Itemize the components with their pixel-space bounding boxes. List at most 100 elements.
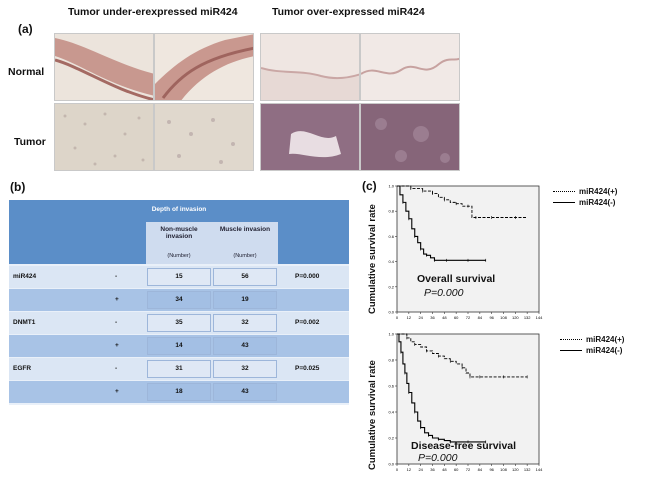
row-pvalue: P=0.025 (295, 365, 320, 372)
x-tick-label: 132 (524, 315, 531, 320)
panel-b-label: (b) (10, 180, 26, 194)
x-tick-label: 144 (536, 315, 543, 320)
row-sign: - (115, 365, 118, 372)
row-sign: - (115, 319, 118, 326)
x-tick-label: 60 (454, 467, 459, 472)
col-header-muscle-title: Muscle invasion (219, 226, 271, 233)
x-tick-label: 48 (442, 315, 447, 320)
x-tick-label: 108 (500, 315, 507, 320)
row-sign: - (115, 273, 118, 280)
chart-2-title: Disease-free survival (411, 440, 517, 452)
micrograph-normal-under-2-texture (155, 34, 253, 100)
micrograph-normal-over-1 (260, 33, 360, 101)
legend-bottom-neg-text: miR424(-) (586, 346, 623, 355)
cell-muscle: 32 (213, 360, 277, 378)
row-sign: + (115, 342, 119, 349)
legend-bottom-pos: miR424(+) (560, 335, 624, 346)
micrograph-normal-over-2 (360, 33, 460, 101)
chart-1-pvalue: P=0.000 (424, 287, 464, 299)
cell-non-muscle: 31 (147, 360, 211, 378)
series-line-mir424-neg (397, 333, 486, 443)
x-tick-label: 12 (407, 315, 412, 320)
micrograph-normal-under-1 (54, 33, 154, 101)
row-pvalue: P=0.002 (295, 319, 320, 326)
overall-survival-chart: 0.0 0.2 0.4 0.6 0.8 1.0 0 12 24 36 48 60 72 84 96 108 12… (388, 184, 543, 321)
legend-top: miR424(+) miR424(-) (553, 187, 617, 209)
row-label-normal: Normal (8, 66, 45, 78)
y-tick-label: 0.8 (388, 209, 394, 214)
x-tick-label: 24 (418, 315, 423, 320)
micrograph-tumor-over-2-texture (361, 104, 459, 170)
chart-1-ylabel: Cumulative survival rate (367, 204, 378, 314)
col-header-muscle: Muscle invasion (Number) (212, 222, 278, 264)
panel-c-label: (c) (362, 179, 377, 193)
cell-non-muscle: 15 (147, 268, 211, 286)
x-tick-label: 132 (524, 467, 531, 472)
row-marker: EGFR (13, 365, 32, 372)
micrograph-tumor-over-2 (360, 103, 460, 171)
legend-top-neg-text: miR424(-) (579, 198, 616, 207)
micrograph-tumor-over-1 (260, 103, 360, 171)
micrograph-normal-over-1-texture (261, 67, 359, 100)
y-tick-label: 0.6 (388, 234, 394, 239)
legend-top-neg-swatch (553, 202, 575, 204)
micrograph-normal-under-2 (154, 33, 254, 101)
y-tick-label: 0.4 (388, 259, 394, 264)
x-tick-label: 36 (430, 467, 435, 472)
micrograph-tumor-under-1-texture (55, 104, 153, 170)
x-tick-label: 120 (512, 315, 519, 320)
y-tick-label: 0.8 (388, 358, 394, 363)
x-tick-label: 0 (396, 467, 399, 472)
y-tick-label: 0.0 (388, 462, 394, 467)
row-marker: DNMT1 (13, 319, 36, 326)
cell-muscle: 19 (213, 291, 277, 309)
series-line-mir424-neg (397, 185, 486, 261)
micrograph-tumor-over-1-texture (261, 104, 359, 170)
cell-muscle: 32 (213, 314, 277, 332)
x-tick-label: 144 (536, 467, 543, 472)
legend-bottom: miR424(+) miR424(-) (560, 335, 624, 357)
cell-non-muscle: 34 (147, 291, 211, 309)
x-tick-label: 108 (500, 467, 507, 472)
micrograph-tumor-under-2-texture (155, 104, 253, 170)
legend-bottom-neg: miR424(-) (560, 346, 624, 357)
row-label-tumor: Tumor (14, 136, 46, 148)
row-sign: + (115, 296, 119, 303)
chart-2-ylabel: Cumulative survival rate (367, 360, 378, 470)
cell-non-muscle: 35 (147, 314, 211, 332)
series-line-mir424-pos (397, 333, 528, 378)
x-tick-label: 36 (430, 315, 435, 320)
x-tick-label: 0 (396, 315, 399, 320)
micrograph-tumor-under-1 (54, 103, 154, 171)
row-sign: + (115, 388, 119, 395)
legend-bottom-pos-text: miR424(+) (586, 335, 625, 344)
cell-muscle: 43 (213, 383, 277, 401)
x-tick-label: 24 (418, 467, 423, 472)
x-tick-label: 12 (407, 467, 412, 472)
legend-top-pos: miR424(+) (553, 187, 617, 198)
micrograph-normal-under-1-texture (55, 38, 153, 100)
y-tick-label: 0.6 (388, 384, 394, 389)
col-header-non-muscle: Non-muscle invasion (Number) (146, 222, 212, 264)
legend-top-pos-text: miR424(+) (579, 187, 618, 196)
x-tick-label: 48 (442, 467, 447, 472)
col-header-non-muscle-title: Non-muscle invasion (160, 226, 198, 240)
cell-muscle: 43 (213, 337, 277, 355)
legend-bottom-neg-swatch (560, 350, 582, 352)
y-tick-label: 0.2 (388, 436, 394, 441)
y-tick-label: 1.0 (388, 332, 394, 337)
chart-1-title: Overall survival (417, 273, 496, 285)
x-tick-label: 84 (478, 315, 483, 320)
x-tick-label: 84 (478, 467, 483, 472)
col-header-non-muscle-sub: (Number) (167, 253, 191, 259)
micrograph-tumor-under-2 (154, 103, 254, 171)
cell-non-muscle: 14 (147, 337, 211, 355)
y-tick-label: 0.2 (388, 284, 394, 289)
invasion-table: Depth of invasion Non-muscle invasion (N… (9, 200, 349, 405)
col-header-muscle-sub: (Number) (233, 253, 257, 259)
panel-a-right-title: Tumor over-expressed miR424 (272, 6, 425, 18)
x-tick-label: 72 (466, 315, 471, 320)
y-tick-label: 0.0 (388, 310, 394, 315)
micrograph-normal-over-2-texture (361, 57, 459, 75)
chart-2-pvalue: P=0.000 (418, 452, 458, 464)
